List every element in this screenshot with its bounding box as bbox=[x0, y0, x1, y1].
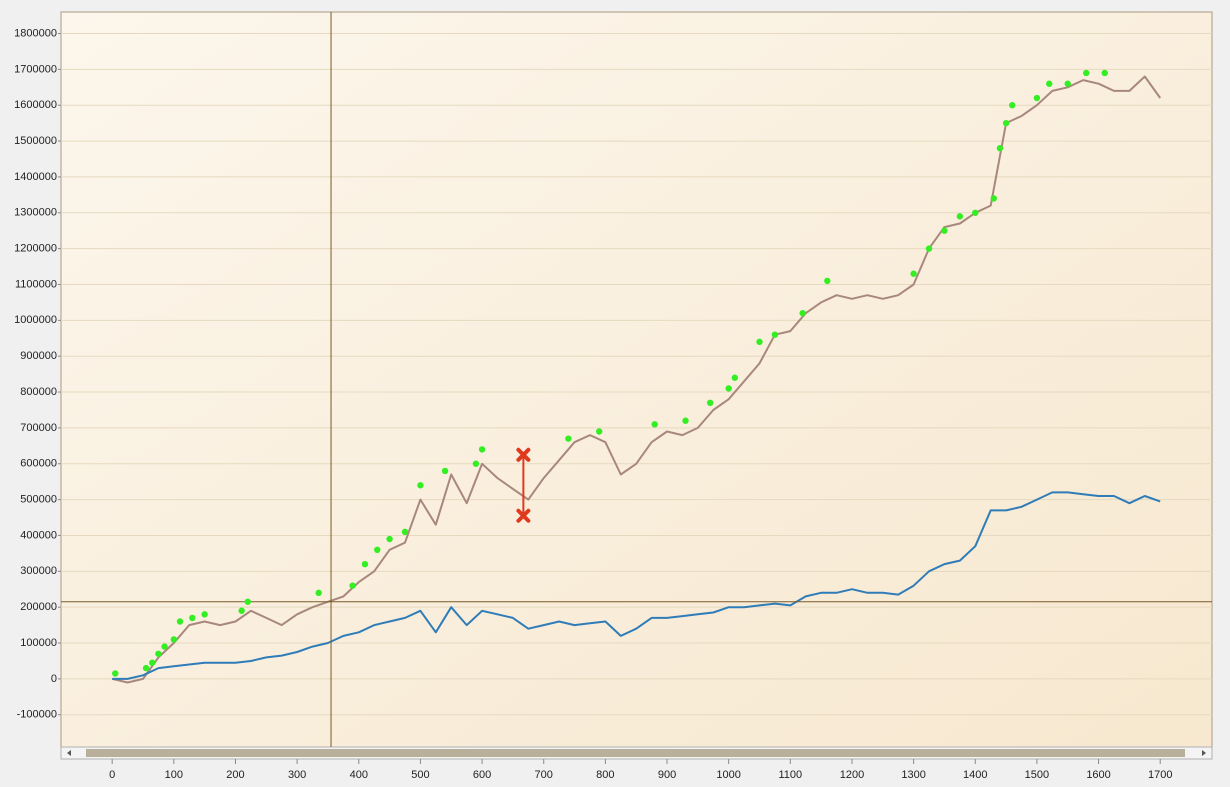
y-tick-label: 100000 bbox=[20, 637, 57, 649]
x-tick-label: 200 bbox=[226, 769, 244, 781]
high-marker bbox=[349, 582, 356, 589]
high-marker bbox=[565, 435, 572, 442]
y-tick-label: 1200000 bbox=[14, 243, 57, 255]
high-marker bbox=[441, 467, 449, 475]
y-tick-label: 900000 bbox=[20, 350, 57, 362]
y-tick-label: 400000 bbox=[20, 529, 57, 541]
high-marker bbox=[1083, 69, 1090, 77]
series-line bbox=[111, 75, 1162, 684]
x-tick-label: 800 bbox=[596, 769, 614, 781]
high-marker bbox=[756, 338, 763, 346]
high-marker bbox=[682, 417, 689, 424]
high-marker bbox=[1009, 102, 1016, 109]
high-marker bbox=[941, 227, 948, 234]
high-marker bbox=[176, 618, 184, 625]
y-tick-label: -100000 bbox=[17, 709, 57, 721]
x-tick-label: 1100 bbox=[778, 769, 802, 781]
y-tick-label: 200000 bbox=[20, 601, 57, 613]
high-marker bbox=[799, 309, 806, 317]
x-tick-label: 1300 bbox=[901, 769, 925, 781]
y-tick-label: 700000 bbox=[20, 422, 57, 434]
x-tick-label: 500 bbox=[411, 769, 429, 781]
scrollbar[interactable] bbox=[60, 746, 1213, 760]
y-tick-label: 600000 bbox=[20, 458, 57, 470]
x-tick-label: 300 bbox=[288, 769, 306, 781]
drawdown-marker bbox=[516, 447, 531, 462]
x-tick-label: 700 bbox=[535, 769, 553, 781]
x-tick-label: 1600 bbox=[1086, 769, 1110, 781]
high-marker bbox=[956, 213, 964, 220]
high-marker bbox=[1064, 80, 1071, 87]
high-marker bbox=[925, 245, 933, 252]
plot-area bbox=[60, 11, 1213, 748]
x-tick-label: 600 bbox=[473, 769, 491, 781]
x-tick-label: 1200 bbox=[840, 769, 864, 781]
drawdown-marker bbox=[516, 508, 531, 523]
x-tick-label: 1400 bbox=[963, 769, 987, 781]
high-marker bbox=[142, 664, 150, 672]
x-tick-label: 1700 bbox=[1148, 769, 1172, 781]
high-marker bbox=[112, 670, 119, 677]
x-tick-label: 900 bbox=[658, 769, 676, 781]
high-marker bbox=[771, 331, 779, 338]
x-tick-label: 100 bbox=[165, 769, 183, 781]
y-tick-label: 1500000 bbox=[14, 135, 57, 147]
y-tick-label: 500000 bbox=[20, 494, 57, 506]
high-marker bbox=[706, 399, 714, 407]
high-marker bbox=[1101, 69, 1108, 77]
high-marker bbox=[1046, 80, 1053, 87]
y-tick-label: 300000 bbox=[20, 565, 57, 577]
plot-layer: -100000 0 100000 200000 300000 400000 500000 60… bbox=[14, 12, 1212, 781]
high-marker bbox=[161, 643, 168, 650]
high-marker bbox=[189, 614, 196, 622]
high-marker bbox=[149, 659, 156, 666]
high-marker bbox=[596, 428, 603, 435]
high-marker bbox=[972, 209, 979, 216]
high-marker bbox=[1033, 94, 1041, 102]
y-tick-label: 800000 bbox=[20, 386, 57, 398]
high-marker bbox=[361, 560, 369, 568]
x-tick-label: 0 bbox=[109, 769, 115, 781]
high-marker bbox=[244, 598, 251, 605]
high-marker bbox=[478, 446, 486, 453]
high-marker bbox=[417, 482, 424, 489]
high-marker bbox=[238, 607, 245, 614]
high-marker bbox=[910, 270, 917, 277]
high-marker bbox=[374, 546, 381, 554]
x-tick-label: 400 bbox=[350, 769, 368, 781]
high-marker bbox=[401, 528, 409, 536]
high-marker bbox=[651, 421, 658, 428]
y-tick-label: 1700000 bbox=[14, 63, 57, 75]
high-marker bbox=[824, 277, 831, 285]
x-tick-label: 1000 bbox=[716, 769, 740, 781]
high-marker bbox=[1002, 119, 1010, 127]
series-line bbox=[112, 491, 1161, 680]
high-marker bbox=[201, 611, 208, 618]
y-tick-label: 1400000 bbox=[14, 171, 57, 183]
high-marker bbox=[996, 145, 1004, 152]
y-tick-label: 1600000 bbox=[14, 99, 57, 111]
y-tick-label: 1800000 bbox=[14, 27, 57, 39]
y-tick-label: 0 bbox=[51, 673, 57, 685]
x-tick-label: 1500 bbox=[1025, 769, 1049, 781]
scroll-thumb[interactable] bbox=[86, 749, 1185, 757]
high-marker bbox=[170, 636, 178, 643]
high-marker bbox=[731, 374, 739, 381]
high-marker bbox=[315, 589, 322, 597]
high-marker bbox=[990, 195, 997, 202]
y-tick-label: 1100000 bbox=[15, 278, 57, 290]
high-marker bbox=[472, 460, 480, 467]
high-marker bbox=[725, 385, 732, 392]
high-marker bbox=[386, 535, 393, 543]
high-marker bbox=[155, 650, 162, 657]
y-tick-label: 1300000 bbox=[14, 207, 57, 219]
y-tick-label: 1000000 bbox=[14, 314, 57, 326]
